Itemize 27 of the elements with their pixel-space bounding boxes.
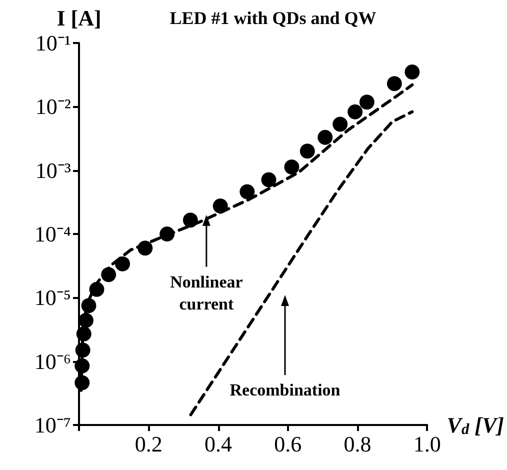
point: [240, 184, 255, 200]
point: [404, 64, 420, 80]
point: [284, 159, 300, 174]
y-axis-title: I [A]: [56, 6, 102, 30]
y-tick-label: 10⁻²: [35, 94, 72, 120]
x-tick-label: 0.2: [134, 432, 162, 456]
x-tick-label: 0.8: [344, 432, 372, 456]
x-tick-label: 1.0: [413, 432, 441, 456]
y-tick-label: 10⁻⁵: [34, 285, 71, 310]
y-tick-label: 10⁻⁷: [34, 412, 71, 438]
annotation: Nonlinear current: [170, 272, 244, 314]
x-tick-label: 0.4: [204, 432, 232, 456]
point: [300, 144, 315, 159]
x-tick-label: 0.6: [274, 432, 302, 456]
point: [332, 116, 348, 132]
x-axis-title: Vd [V]: [446, 412, 504, 438]
chart-title: LED #1 with QDs and QW: [170, 8, 376, 28]
y-tick-label: 10⁻⁶: [34, 348, 71, 374]
point: [261, 172, 276, 188]
point: [359, 94, 374, 110]
y-tick-label: 10⁻³: [35, 158, 72, 183]
point: [386, 76, 402, 92]
point: [348, 104, 363, 120]
point: [318, 130, 333, 145]
annotation: Recombination: [230, 380, 341, 400]
y-tick-label: 10⁻⁴: [34, 222, 72, 246]
y-tick-label: 10⁻¹: [35, 30, 71, 56]
